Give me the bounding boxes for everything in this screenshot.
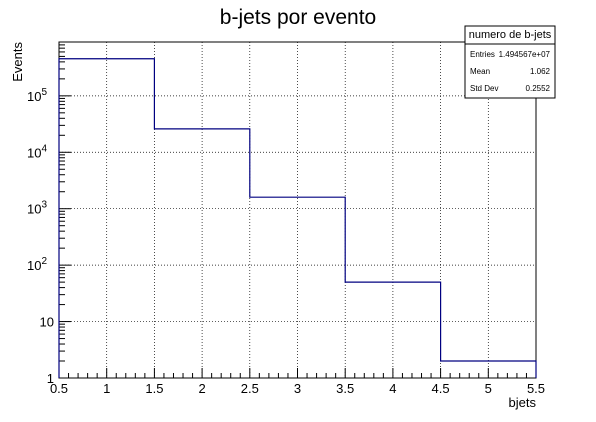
x-axis-label: bjets bbox=[509, 395, 537, 410]
x-tick-label: 4.5 bbox=[432, 381, 450, 396]
x-tick-label: 2.5 bbox=[241, 381, 259, 396]
grid bbox=[59, 42, 536, 378]
stat-mean-label: Mean bbox=[470, 67, 490, 76]
x-tick-label: 1 bbox=[103, 381, 110, 396]
y-tick-label: 103 bbox=[27, 200, 47, 217]
x-tick-label: 5 bbox=[485, 381, 492, 396]
y-tick-label: 10 bbox=[40, 315, 54, 330]
y-tick-label: 1 bbox=[47, 371, 54, 386]
x-tick-label: 3.5 bbox=[336, 381, 354, 396]
y-tick-label: 104 bbox=[27, 143, 47, 160]
stat-entries-value: 1.494567e+07 bbox=[499, 50, 551, 59]
y-tick-label: 102 bbox=[27, 256, 47, 273]
x-tick-label: 2 bbox=[198, 381, 205, 396]
stats-box-title: numero de b-jets bbox=[469, 29, 552, 41]
y-axis: 1 10 102 103 104 105 bbox=[27, 45, 71, 386]
stat-stddev-value: 0.2552 bbox=[526, 84, 551, 93]
y-tick-exponent: 5 bbox=[41, 87, 47, 98]
y-tick-exponent: 2 bbox=[41, 256, 47, 267]
x-tick-label: 5.5 bbox=[527, 381, 545, 396]
stat-mean-value: 1.062 bbox=[530, 67, 551, 76]
x-tick-label: 1.5 bbox=[145, 381, 163, 396]
y-tick-label: 105 bbox=[27, 87, 47, 104]
stat-entries-label: Entries bbox=[470, 50, 495, 59]
x-tick-label: 4 bbox=[389, 381, 396, 396]
y-tick-exponent: 4 bbox=[41, 143, 47, 154]
y-tick-exponent: 3 bbox=[41, 200, 47, 211]
x-axis: 0.5 1 1.5 2 2.5 3 3.5 4 4.5 5 5.5 bbox=[50, 368, 545, 396]
x-tick-label: 3 bbox=[294, 381, 301, 396]
y-axis-label: Events bbox=[10, 42, 25, 82]
stat-stddev-label: Std Dev bbox=[470, 84, 498, 93]
chart-title: b-jets por evento bbox=[220, 6, 376, 29]
stats-box: numero de b-jets Entries 1.494567e+07 Me… bbox=[465, 26, 555, 98]
